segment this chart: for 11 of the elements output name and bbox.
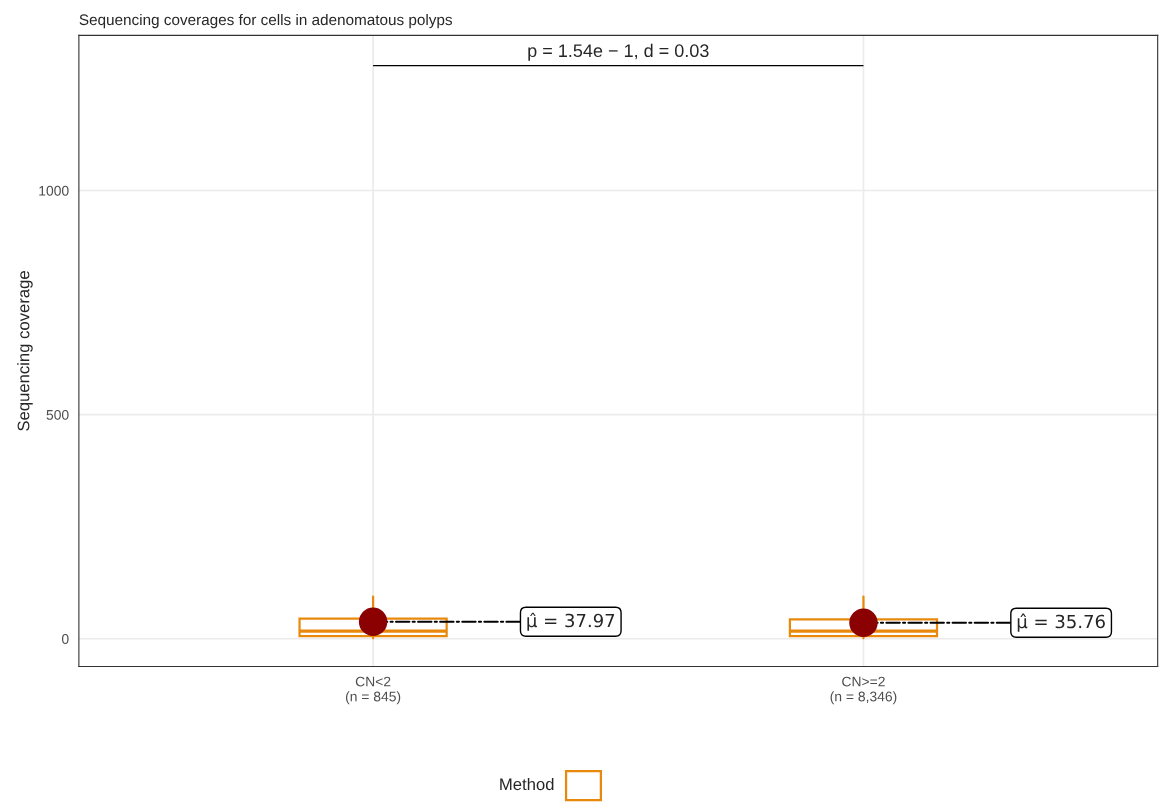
y-tick-label: 0 [61,634,69,644]
y-tick-label: 500 [46,409,69,420]
annotation: μ̂ = 35.76 [1017,613,1105,632]
y-axis-title: Sequencing coverage [17,271,33,431]
annotation: p = 1.54e − 1, d = 0.03 [528,43,709,61]
text: Method [500,777,554,791]
x-tick-label: CN<2 (n = 845) [345,676,401,705]
y-tick-label: 1000 [39,185,69,196]
x-tick-label: CN>=2 (n = 8,346) [830,676,897,705]
chart-title: Sequencing coverages for cells in adenomatous polyps [79,13,453,29]
annotation: μ̂ = 37.97 [527,612,615,631]
